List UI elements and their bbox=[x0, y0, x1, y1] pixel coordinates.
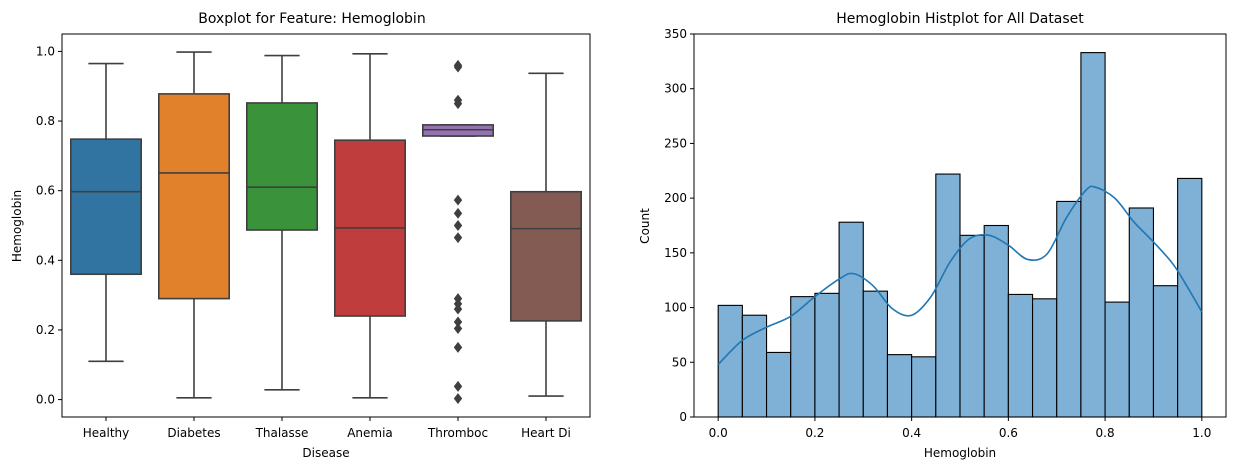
histogram-y-tick-label: 100 bbox=[664, 301, 687, 315]
histogram-x-tick-label: 1.0 bbox=[1192, 426, 1211, 440]
histogram-bar bbox=[1056, 200, 1082, 418]
histogram-bar bbox=[1031, 298, 1058, 418]
histogram-bar bbox=[741, 314, 768, 418]
histogram-x-tick-label: 0.2 bbox=[805, 426, 824, 440]
histogram-y-tick-label: 200 bbox=[664, 191, 687, 205]
histogram-x-tick-label: 0.8 bbox=[1096, 426, 1115, 440]
boxplot-x-tick-label: Thromboc bbox=[427, 426, 488, 440]
histogram-bar bbox=[1007, 293, 1034, 418]
box-thalasse bbox=[246, 102, 319, 231]
boxplot-x-tick-label: Thalasse bbox=[255, 426, 309, 440]
histogram-bar bbox=[959, 234, 985, 418]
boxplot-y-tick-label: 0.2 bbox=[36, 323, 55, 337]
histogram-bar bbox=[1104, 301, 1130, 418]
histogram-chart: Hemoglobin Histplot for All Dataset 0.0 0… bbox=[638, 11, 1227, 460]
box-outlier-point bbox=[453, 220, 463, 231]
box-outlier-point bbox=[453, 94, 463, 106]
histogram-y-tick-label: 300 bbox=[664, 82, 687, 96]
boxplot-title: Boxplot for Feature: Hemoglobin bbox=[198, 11, 425, 27]
histogram-bar bbox=[1128, 207, 1155, 418]
boxplot-x-tick-label: Anemia bbox=[347, 426, 393, 440]
histogram-x-tick-label: 0.0 bbox=[709, 426, 728, 440]
boxplot-y-tick-label: 0.8 bbox=[36, 114, 55, 128]
histogram-y-tick-label: 250 bbox=[664, 136, 687, 150]
histogram-bar bbox=[862, 290, 889, 418]
histogram-bar bbox=[886, 354, 913, 418]
histogram-bar bbox=[765, 351, 792, 418]
boxplot-x-axis-label: Disease bbox=[302, 446, 349, 460]
histogram-bar bbox=[983, 224, 1009, 418]
box-diabetes bbox=[158, 93, 231, 300]
box-outlier-point bbox=[453, 59, 463, 71]
histogram-plot-area: 0.0 0.2 0.4 0.6 0.8 1.0 0 50 100 150 200 250 300 350 bbox=[664, 27, 1211, 440]
histogram-title: Hemoglobin Histplot for All Dataset bbox=[836, 11, 1084, 27]
histogram-bar bbox=[838, 221, 864, 418]
histogram-x-tick-label: 0.6 bbox=[999, 426, 1018, 440]
histogram-y-tick-label: 150 bbox=[664, 246, 687, 260]
box-outlier-point bbox=[453, 293, 463, 305]
box-outlier-point bbox=[453, 380, 463, 392]
box-healthy bbox=[70, 138, 143, 276]
boxplot-chart: Boxplot for Feature: Hemoglobin 0.00.20.… bbox=[10, 11, 591, 460]
histogram-y-tick-label: 0 bbox=[679, 410, 687, 424]
histogram-kde-line bbox=[717, 185, 1203, 366]
boxplot-plot-area: 0.0 0.2 0.4 0.6 0.8 1.0 Healthy Diabetes Thalass… bbox=[36, 44, 582, 440]
boxplot-y-tick-label: 0.4 bbox=[36, 253, 55, 267]
histogram-bar bbox=[790, 296, 816, 418]
box-outlier-point bbox=[453, 393, 463, 405]
box-outlier-point bbox=[453, 232, 463, 244]
histogram-bar bbox=[911, 356, 937, 418]
histogram-x-tick-label: 0.4 bbox=[902, 426, 921, 440]
histogram-y-tick-label: 50 bbox=[672, 355, 687, 369]
box-outlier-point bbox=[453, 194, 463, 206]
box-outlier-point bbox=[453, 207, 463, 219]
boxplot-y-tick-label: 1.0 bbox=[36, 44, 55, 58]
box-outlier-point bbox=[453, 316, 463, 328]
histogram-bar bbox=[1177, 177, 1203, 418]
histogram-bar bbox=[1152, 285, 1179, 418]
histogram-bar bbox=[1080, 52, 1106, 418]
box-outlier-point bbox=[453, 341, 463, 353]
boxplot-frame bbox=[61, 33, 591, 418]
box-heart-di bbox=[509, 190, 582, 322]
boxplot-x-tick-label: Heart Di bbox=[521, 426, 571, 440]
boxplot-x-tick-label: Healthy bbox=[83, 426, 130, 440]
histogram-bar bbox=[814, 292, 840, 418]
boxplot-y-axis-label: Hemoglobin bbox=[10, 190, 24, 262]
histogram-frame bbox=[693, 33, 1227, 418]
boxplot-y-tick-label: 0.0 bbox=[36, 393, 55, 407]
histogram-x-axis-label: Hemoglobin bbox=[924, 446, 996, 460]
box-outlier-point bbox=[453, 323, 463, 335]
boxplot-y-tick-label: 0.6 bbox=[36, 184, 55, 198]
histogram-y-axis-label: Count bbox=[638, 208, 652, 244]
histogram-y-tick-label: 350 bbox=[664, 27, 687, 41]
boxplot-x-tick-label: Diabetes bbox=[167, 426, 220, 440]
histogram-bar bbox=[935, 173, 961, 418]
